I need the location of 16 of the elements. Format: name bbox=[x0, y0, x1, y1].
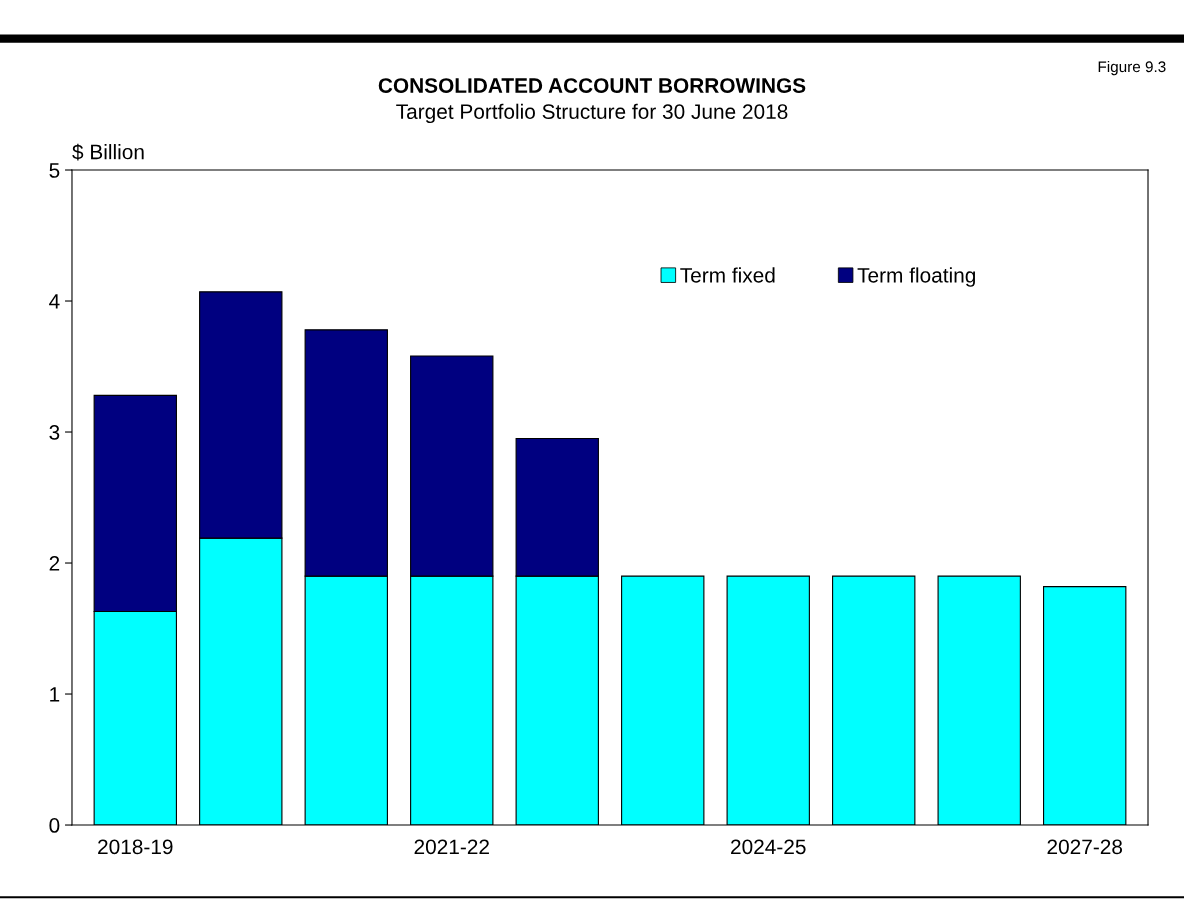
y-tick-label: 5 bbox=[49, 163, 60, 178]
caption: Figure 9.3 bbox=[1098, 60, 1166, 76]
legend-label: Term floating bbox=[857, 267, 976, 287]
y-axis-title: $ Billion bbox=[72, 143, 144, 161]
y-tick-label: 0 bbox=[49, 818, 60, 833]
y-tick-label: 1 bbox=[50, 687, 60, 702]
y-tick-label: 2 bbox=[49, 556, 60, 571]
chart-subtitle: Target Portfolio Structure for 30 June 2018 bbox=[396, 103, 788, 124]
chart-title: CONSOLIDATED ACCOUNT BORROWINGS bbox=[378, 78, 806, 93]
x-tick-label: 2018-19 bbox=[98, 839, 173, 855]
legend-label: Term fixed bbox=[680, 267, 775, 283]
x-tick-label: 2021-22 bbox=[414, 839, 489, 855]
y-tick-label: 3 bbox=[49, 425, 60, 440]
x-tick-label: 2027-28 bbox=[1047, 839, 1123, 855]
x-tick-label: 2024-25 bbox=[731, 839, 806, 855]
y-tick-label: 4 bbox=[49, 294, 60, 309]
